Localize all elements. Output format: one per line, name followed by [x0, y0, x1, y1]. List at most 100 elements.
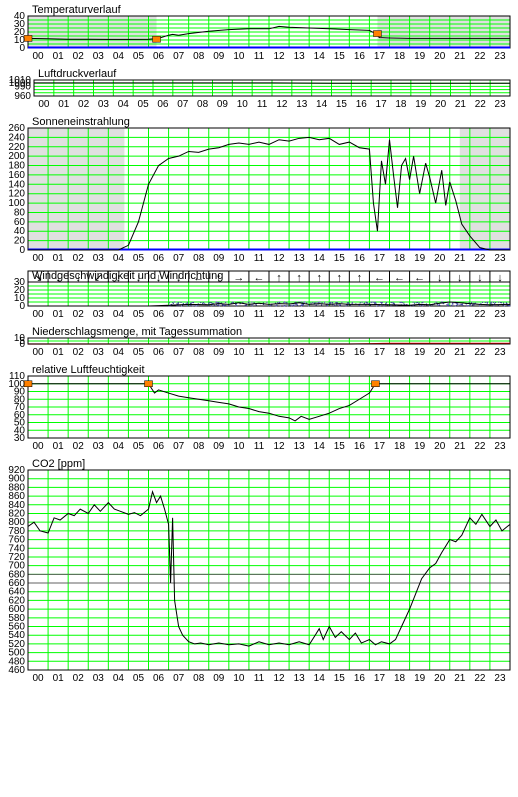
svg-text:04: 04: [113, 441, 125, 452]
svg-text:11: 11: [254, 51, 265, 62]
svg-text:12: 12: [273, 51, 285, 62]
svg-text:05: 05: [133, 673, 145, 684]
svg-text:15: 15: [336, 99, 348, 110]
svg-text:20: 20: [435, 99, 447, 110]
svg-text:11: 11: [254, 673, 265, 684]
svg-text:06: 06: [153, 673, 165, 684]
svg-text:16: 16: [354, 673, 366, 684]
chart-title-pressure: Luftdruckverlauf: [38, 68, 116, 80]
svg-text:13: 13: [294, 441, 306, 452]
svg-text:19: 19: [414, 253, 426, 264]
svg-text:10: 10: [233, 441, 245, 452]
svg-text:03: 03: [98, 99, 110, 110]
svg-text:09: 09: [213, 673, 225, 684]
svg-text:10: 10: [233, 309, 245, 320]
svg-text:08: 08: [193, 253, 205, 264]
chart-title-wind: Windgeschwindigkeit und Windrichtung: [32, 270, 223, 282]
svg-text:20: 20: [434, 51, 446, 62]
chart-wrapper-pressure: Luftdruckverlauf960990100010100001020304…: [4, 68, 514, 110]
svg-text:20: 20: [434, 347, 446, 358]
svg-text:15: 15: [334, 309, 346, 320]
svg-text:02: 02: [73, 673, 85, 684]
svg-text:01: 01: [53, 51, 65, 62]
svg-text:06: 06: [153, 347, 165, 358]
svg-text:03: 03: [93, 441, 105, 452]
svg-text:21: 21: [454, 309, 466, 320]
svg-text:16: 16: [354, 309, 366, 320]
svg-text:23: 23: [494, 347, 506, 358]
svg-text:22: 22: [474, 441, 486, 452]
svg-text:04: 04: [113, 309, 125, 320]
svg-text:03: 03: [93, 673, 105, 684]
svg-text:13: 13: [296, 99, 308, 110]
svg-text:140: 140: [8, 179, 25, 190]
svg-text:22: 22: [474, 309, 486, 320]
svg-text:15: 15: [334, 673, 346, 684]
svg-text:09: 09: [213, 441, 225, 452]
svg-text:08: 08: [193, 347, 205, 358]
svg-text:13: 13: [294, 673, 306, 684]
svg-text:40: 40: [14, 11, 26, 22]
svg-text:19: 19: [414, 673, 426, 684]
svg-text:↓: ↓: [457, 272, 463, 284]
svg-text:21: 21: [454, 673, 466, 684]
svg-text:↓: ↓: [437, 272, 443, 284]
svg-text:05: 05: [138, 99, 150, 110]
svg-text:13: 13: [294, 253, 306, 264]
svg-text:80: 80: [14, 207, 26, 218]
svg-text:22: 22: [474, 673, 486, 684]
svg-text:07: 07: [173, 347, 185, 358]
svg-text:08: 08: [193, 673, 205, 684]
svg-text:07: 07: [177, 99, 189, 110]
svg-text:15: 15: [334, 441, 346, 452]
svg-text:100: 100: [8, 198, 25, 209]
svg-text:←: ←: [253, 272, 264, 284]
svg-text:03: 03: [93, 309, 105, 320]
svg-text:02: 02: [73, 347, 85, 358]
svg-text:00: 00: [32, 253, 44, 264]
svg-text:20: 20: [434, 673, 446, 684]
svg-text:14: 14: [314, 51, 326, 62]
svg-text:07: 07: [173, 309, 185, 320]
svg-text:01: 01: [58, 99, 70, 110]
svg-text:05: 05: [133, 309, 145, 320]
svg-text:↓: ↓: [477, 272, 483, 284]
svg-text:23: 23: [494, 51, 506, 62]
svg-text:23: 23: [494, 673, 506, 684]
svg-text:↓: ↓: [497, 272, 503, 284]
chart-wrapper-humidity: relative Luftfeuchtigkeit304050607080901…: [4, 364, 514, 452]
svg-text:02: 02: [73, 441, 85, 452]
svg-text:18: 18: [394, 51, 406, 62]
svg-text:14: 14: [314, 347, 326, 358]
svg-text:16: 16: [354, 253, 366, 264]
svg-text:15: 15: [334, 347, 346, 358]
svg-text:10: 10: [233, 347, 245, 358]
svg-text:14: 14: [316, 99, 328, 110]
chart-wrapper-wind: Windgeschwindigkeit und Windrichtung↘↓↓↙…: [4, 270, 514, 320]
svg-text:22: 22: [474, 51, 486, 62]
svg-text:17: 17: [374, 51, 386, 62]
svg-text:16: 16: [356, 99, 368, 110]
svg-text:23: 23: [494, 253, 506, 264]
svg-text:00: 00: [32, 347, 44, 358]
svg-text:120: 120: [8, 189, 25, 200]
svg-text:00: 00: [32, 441, 44, 452]
svg-text:12: 12: [273, 253, 285, 264]
svg-text:110: 110: [9, 371, 25, 382]
svg-text:↑: ↑: [276, 272, 282, 284]
svg-text:11: 11: [254, 347, 265, 358]
svg-text:17: 17: [374, 673, 386, 684]
svg-text:19: 19: [414, 309, 426, 320]
svg-text:22: 22: [474, 253, 486, 264]
svg-text:03: 03: [93, 51, 105, 62]
svg-text:16: 16: [354, 51, 366, 62]
svg-text:↑: ↑: [296, 272, 302, 284]
svg-text:←: ←: [414, 272, 425, 284]
svg-text:04: 04: [113, 673, 125, 684]
chart-title-temp: Temperaturverlauf: [32, 4, 121, 16]
svg-text:18: 18: [394, 309, 406, 320]
svg-text:17: 17: [376, 99, 388, 110]
svg-text:17: 17: [374, 309, 386, 320]
svg-text:12: 12: [273, 673, 285, 684]
chart-title-co2: CO2 [ppm]: [32, 458, 85, 470]
